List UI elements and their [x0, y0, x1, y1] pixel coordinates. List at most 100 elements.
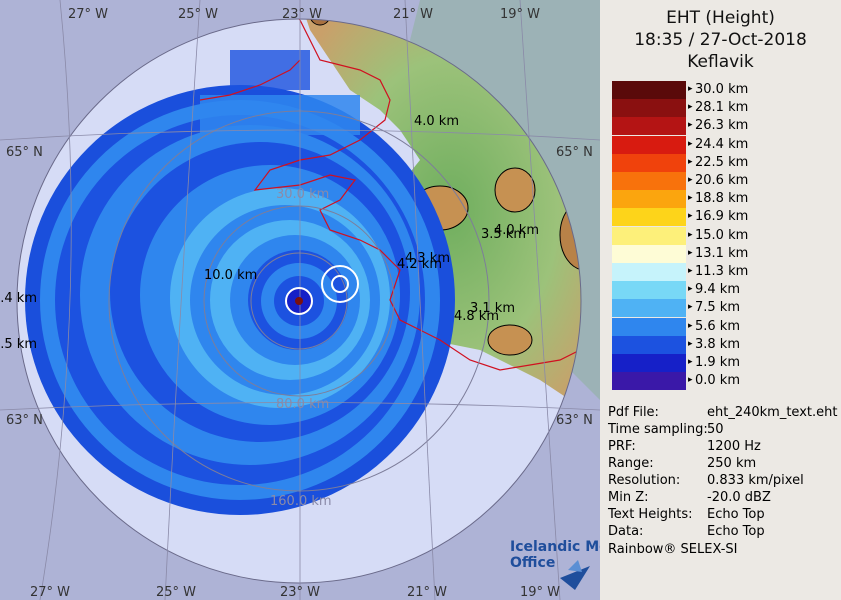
legend-tick-icon: ▸ — [688, 229, 693, 240]
legend-swatch — [612, 244, 686, 263]
echo-height-label: 6.5 km — [0, 337, 37, 352]
legend-tick-icon: ▸ — [688, 302, 693, 313]
info-value: -20.0 dBZ — [707, 490, 771, 505]
echo-north — [200, 95, 360, 135]
legend-swatch — [612, 153, 686, 172]
echo-height-label: 3.5 km — [481, 227, 526, 242]
legend-label: 30.0 km — [695, 82, 749, 97]
legend-label: 13.1 km — [695, 245, 749, 261]
legend-swatch — [612, 317, 686, 336]
legend-swatch — [612, 190, 686, 209]
info-key: Data: — [608, 524, 644, 539]
legend-label: 24.4 km — [695, 136, 749, 152]
legend-tick-icon: ▸ — [688, 338, 693, 349]
range-rings — [16, 18, 582, 584]
legend-tick-icon: ▸ — [688, 138, 693, 149]
vendor-footer: Rainbow® SELEX-SI — [608, 542, 738, 557]
range-label: 10.0 km — [204, 268, 257, 283]
legend-label: 5.6 km — [695, 318, 740, 334]
legend-tick-icon: ▸ — [688, 266, 693, 276]
legend-swatch — [612, 335, 686, 354]
lat-label: 65° N — [556, 145, 593, 160]
info-value: 0.833 km/pixel — [707, 473, 804, 488]
legend-tick-icon: ▸ — [688, 375, 693, 386]
legend-swatch — [612, 135, 686, 154]
legend-tick-icon: ▸ — [688, 120, 693, 131]
site-name: Keflavik — [687, 52, 754, 72]
info-key: Time sampling: — [608, 422, 708, 437]
legend-label: 28.1 km — [695, 100, 749, 116]
legend-swatch — [612, 172, 686, 190]
lon-label-top: 21° W — [393, 7, 433, 22]
legend-swatch — [612, 226, 686, 245]
info-key: Range: — [608, 456, 654, 471]
info-value: eht_240km_text.eht — [707, 405, 838, 420]
logo-mark-icon — [560, 566, 590, 590]
range-label: 30.0 km — [276, 187, 329, 202]
legend-label: 7.5 km — [695, 300, 740, 316]
glacier-3 — [487, 324, 533, 356]
legend-swatch — [612, 81, 686, 99]
info-value: Echo Top — [707, 524, 765, 539]
info-key: PRF: — [608, 439, 636, 454]
icelandic-met-office-logo: Icelandic Met Office — [510, 539, 600, 590]
product-title: EHT (Height) — [666, 8, 775, 28]
lon-label-bottom: 27° W — [30, 585, 70, 600]
info-key: Resolution: — [608, 473, 681, 488]
glacier-2 — [494, 167, 536, 213]
echo-height-label: 4.2 km — [397, 257, 442, 272]
lon-label-top: 25° W — [178, 7, 218, 22]
legend-swatch — [612, 281, 686, 300]
info-value: 250 km — [707, 456, 757, 471]
legend-label: 26.3 km — [695, 118, 749, 134]
lon-label-top: 27° W — [68, 7, 108, 22]
legend-tick-icon: ▸ — [688, 102, 693, 113]
echo-height-label: 4.3 km — [405, 251, 450, 266]
legend-swatch — [612, 299, 686, 318]
legend-tick-icon: ▸ — [688, 357, 693, 367]
lat-label: 63° N — [556, 413, 593, 428]
info-key: Text Heights: — [608, 507, 693, 522]
echo-height-label: 3.1 km — [470, 301, 515, 316]
coastline — [253, 19, 581, 371]
lon-label-top: 23° W — [282, 7, 322, 22]
legend-tick-icon: ▸ — [688, 175, 693, 185]
range-label: 160.0 km — [270, 494, 332, 509]
legend-label: 15.0 km — [695, 227, 749, 243]
legend-tick-icon: ▸ — [688, 320, 693, 331]
radar-echoes — [25, 85, 455, 515]
lon-label-bottom: 25° W — [156, 585, 196, 600]
legend-label: 16.9 km — [695, 209, 749, 225]
coastline-west — [199, 59, 301, 101]
radar-site-keflavik — [285, 287, 313, 315]
legend-tick-icon: ▸ — [688, 84, 693, 94]
legend-label: 3.8 km — [695, 336, 740, 352]
lat-label: 65° N — [6, 145, 43, 160]
echo-north-2 — [230, 50, 310, 90]
legend-swatch — [612, 117, 686, 136]
legend-label: 1.9 km — [695, 355, 740, 370]
lon-label-bottom: 19° W — [520, 585, 560, 600]
legend-swatch — [612, 208, 686, 227]
lon-label-bottom: 21° W — [407, 585, 447, 600]
legend-label: 0.0 km — [695, 373, 740, 389]
lat-label: 63° N — [6, 413, 43, 428]
lon-label-bottom: 23° W — [280, 585, 320, 600]
legend-swatch — [612, 372, 686, 391]
legend-label: 11.3 km — [695, 264, 749, 279]
radar-map: 27° W 25° W 23° W 21° W 19° W 27° W 25° … — [0, 0, 600, 600]
legend-tick-icon: ▸ — [688, 211, 693, 222]
legend-swatch — [612, 263, 686, 281]
info-key: Min Z: — [608, 490, 649, 505]
legend-tick-icon: ▸ — [688, 193, 693, 204]
legend-tick-icon: ▸ — [688, 156, 693, 167]
legend-swatch — [612, 354, 686, 372]
info-value: Echo Top — [707, 507, 765, 522]
radar-site-secondary — [321, 265, 359, 303]
range-label: 80.0 km — [276, 397, 329, 412]
legend-swatch — [612, 99, 686, 118]
echo-height-label: 6.4 km — [0, 291, 37, 306]
legend-tick-icon: ▸ — [688, 284, 693, 295]
lon-label-top: 19° W — [500, 7, 540, 22]
info-value: 50 — [707, 422, 724, 437]
